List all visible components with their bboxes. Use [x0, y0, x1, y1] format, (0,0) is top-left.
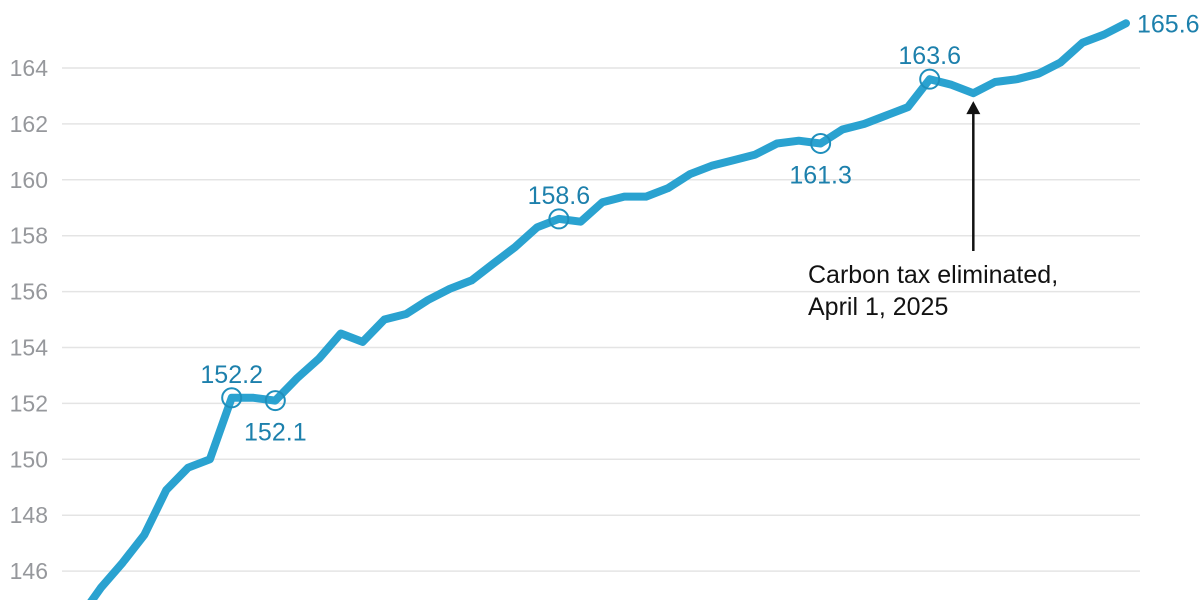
y-axis-tick-label: 164 — [10, 55, 49, 81]
point-markers — [221, 68, 941, 412]
point-marker-circle — [919, 68, 941, 90]
value-label: 152.1 — [244, 419, 307, 447]
point-value-labels: 152.2 152.1 158.6 161.3 163.6 165.6 — [200, 10, 1199, 446]
y-axis-labels: 164 162 160 158 156 154 152 150 148 146 — [10, 55, 49, 584]
point-marker-circle — [810, 132, 832, 154]
value-label: 152.2 — [200, 361, 263, 389]
value-label: 163.6 — [898, 42, 961, 70]
y-axis-tick-label: 160 — [10, 167, 48, 193]
y-axis-tick-label: 158 — [10, 223, 48, 249]
y-axis-tick-label: 148 — [10, 502, 48, 528]
gridlines — [62, 67, 1140, 572]
point-marker-circle — [221, 387, 243, 409]
y-axis-tick-label: 156 — [10, 279, 48, 305]
annotation-text-line1: Carbon tax eliminated, — [808, 261, 1058, 289]
value-label: 158.6 — [528, 182, 591, 210]
y-axis-tick-label: 150 — [10, 446, 48, 472]
value-label: 165.6 — [1137, 10, 1200, 38]
y-axis-tick-label: 154 — [10, 335, 49, 361]
cpi-line-series — [87, 19, 1130, 600]
annotation-arrowhead-icon — [966, 101, 981, 115]
annotation: Carbon tax eliminated, April 1, 2025 — [808, 101, 1058, 321]
y-axis-tick-label: 146 — [10, 558, 48, 584]
point-marker-circle — [264, 390, 286, 412]
point-marker-circle — [548, 208, 570, 230]
annotation-text-line2: April 1, 2025 — [808, 293, 948, 321]
y-axis-tick-label: 152 — [10, 390, 48, 416]
y-axis-tick-label: 162 — [10, 111, 48, 137]
value-label: 161.3 — [789, 161, 852, 189]
